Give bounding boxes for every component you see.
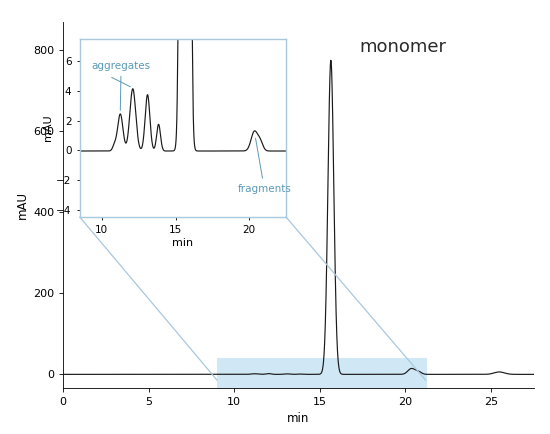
X-axis label: min: min [287,411,310,424]
Y-axis label: mAU: mAU [43,115,53,141]
Text: fragments: fragments [238,138,292,194]
X-axis label: min: min [172,238,194,248]
Bar [217,358,426,388]
Text: aggregates: aggregates [91,61,151,110]
Text: monomer: monomer [360,38,447,56]
Y-axis label: mAU: mAU [16,191,29,219]
